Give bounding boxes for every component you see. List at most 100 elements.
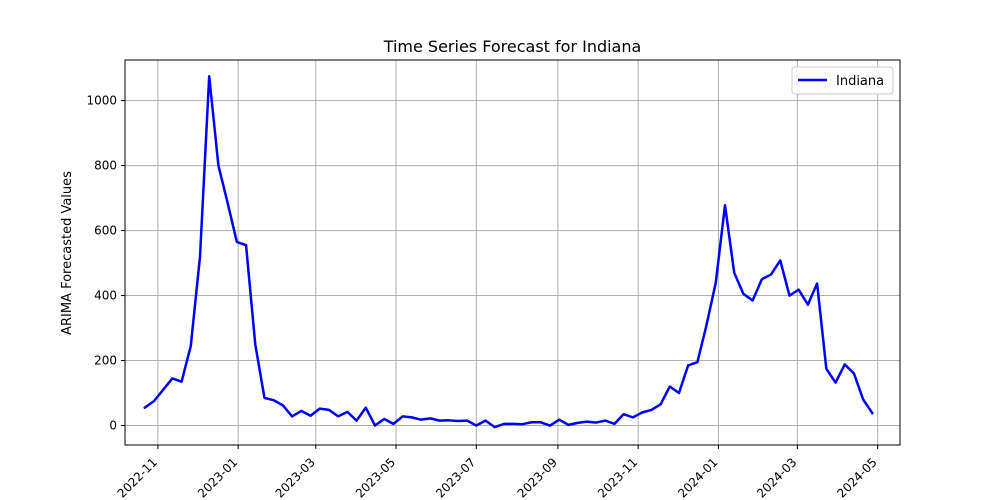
series-point (263, 397, 266, 399)
series-point (318, 407, 321, 410)
series-point (825, 367, 828, 370)
y-ticks: 0 200 400 600 800 1000 (86, 94, 125, 433)
series-point (143, 406, 146, 409)
series-point (199, 255, 201, 258)
plot-frame (124, 59, 901, 446)
x-tick-label: 2023-09 (515, 455, 560, 500)
series-point (355, 419, 358, 422)
series-point (724, 204, 726, 207)
y-tick-label: 800 (94, 159, 117, 173)
series-point (208, 75, 211, 78)
series-point (622, 413, 625, 415)
series-point (328, 409, 330, 411)
series-point (438, 419, 441, 422)
series-point (595, 421, 597, 424)
x-tick-label: 2023-03 (273, 455, 318, 500)
series-point (687, 364, 689, 367)
series-point (843, 363, 846, 366)
series-point (770, 273, 772, 276)
series-point (180, 380, 183, 383)
series-point (613, 423, 616, 425)
y-tick-label: 0 (109, 419, 117, 433)
legend: Indiana (791, 66, 894, 95)
y-tick-label: 600 (94, 224, 117, 238)
series-point (668, 385, 671, 388)
series-point (650, 409, 653, 411)
series-point (567, 424, 570, 426)
series-point (153, 400, 155, 402)
series-point (632, 416, 634, 419)
x-tick-label: 2023-11 (595, 455, 640, 500)
series-point (512, 423, 514, 425)
series-point (779, 259, 782, 262)
series-point (245, 244, 247, 246)
series-point (705, 323, 708, 326)
series-point (761, 278, 763, 281)
series-point (503, 423, 505, 425)
series-point (364, 406, 367, 409)
series-point (871, 412, 874, 414)
series-point (521, 423, 524, 426)
series-point (742, 293, 745, 295)
series-point (530, 421, 533, 424)
series-point (816, 282, 818, 285)
series-point (696, 361, 699, 363)
x-tick-label: 2024-01 (675, 455, 720, 500)
series-point (641, 411, 643, 414)
series-point (401, 415, 404, 418)
series-point (420, 418, 422, 421)
series-point (733, 272, 736, 274)
y-tick-label: 400 (94, 289, 117, 303)
series-point (254, 343, 257, 346)
y-tick-label: 200 (94, 354, 117, 368)
series-point (217, 164, 220, 167)
series-point (475, 424, 478, 427)
series-point (457, 420, 459, 422)
y-axis-label: ARIMA Forecasted Values (60, 171, 75, 335)
x-ticks: 2022-11 2023-01 2023-03 2023-05 2023-07 2023-… (115, 445, 880, 500)
series-point (411, 416, 413, 419)
grid (125, 60, 900, 445)
legend-label-indiana: Indiana (836, 74, 884, 89)
series-point (493, 426, 496, 428)
x-tick-label: 2023-01 (195, 455, 240, 500)
series-point (604, 419, 607, 422)
series-point (272, 399, 275, 401)
series-point (383, 418, 386, 420)
series-point (291, 415, 293, 418)
series-point (346, 411, 349, 413)
series-point (236, 241, 238, 243)
series-point (171, 377, 174, 380)
series-point (300, 410, 303, 412)
series-point (659, 403, 662, 406)
series-point (282, 404, 284, 407)
series-point (678, 392, 680, 394)
series-point (226, 202, 229, 204)
series-point (162, 388, 164, 391)
series-line-indiana (143, 74, 874, 429)
series-point (586, 420, 588, 423)
series-point (466, 419, 468, 422)
series-point (558, 418, 561, 421)
x-tick-label: 2022-11 (115, 455, 160, 500)
series-point (797, 288, 800, 291)
series-point (834, 381, 837, 384)
series-point (862, 398, 864, 401)
series-point (392, 423, 395, 425)
series-point (714, 281, 717, 284)
series-point (429, 417, 432, 420)
series-point (189, 345, 192, 347)
x-tick-label: 2024-03 (754, 455, 799, 500)
series-point (549, 424, 551, 427)
series-point (788, 294, 791, 297)
series-point (539, 421, 542, 424)
series-point (576, 422, 579, 424)
series-point (751, 299, 754, 302)
series-point (337, 415, 339, 418)
x-tick-label: 2023-07 (433, 455, 478, 500)
x-tick-label: 2023-05 (353, 455, 398, 500)
series-point (309, 414, 312, 417)
series-group (143, 74, 874, 429)
